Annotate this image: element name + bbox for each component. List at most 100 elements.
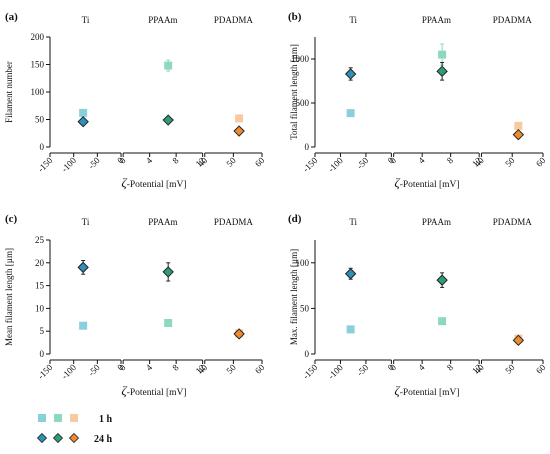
marker-square [514, 121, 523, 130]
group-title: Ti [82, 217, 90, 227]
x-axis-label-text: -Potential [mV] [127, 388, 187, 398]
marker-diamond [512, 128, 525, 141]
group-ti: Ti -150 -100 -50 0 [36, 217, 126, 381]
x-axis-label: ζ-Potential [mV] [121, 175, 186, 190]
x-tick-label: 4 [144, 155, 155, 166]
marker-square [79, 321, 88, 330]
y-tick-label: 150 [31, 60, 45, 70]
point-pdadma-24h [233, 125, 245, 137]
point-pdadma-24h [512, 128, 525, 141]
point-ppaam-1h [438, 317, 447, 326]
y-tick-label: 0 [305, 349, 310, 359]
x-tick-label: 60 [253, 155, 267, 169]
x-axis-label: ζ-Potential [mV] [121, 383, 186, 398]
zeta-symbol: ζ [121, 383, 127, 398]
y-tick-label: 20 [35, 258, 45, 268]
group-title: Ti [349, 15, 357, 25]
x-tick-label: 0 [117, 362, 128, 373]
group-title: PPAAm [148, 15, 177, 25]
panel-label: (c) [5, 213, 18, 225]
x-tick-label: 60 [534, 155, 548, 169]
y-tick-label: 0 [40, 349, 45, 359]
x-tick-label: 0 [115, 155, 126, 166]
x-axis-label-text: -Potential [mV] [127, 180, 187, 190]
x-axis-label-text: -Potential [mV] [400, 388, 460, 398]
point-ti-24h [344, 67, 357, 81]
x-tick-label: 0 [386, 362, 397, 373]
group-title: PDADMA [214, 217, 254, 227]
marker-diamond [512, 334, 525, 347]
y-axis-label: Max. filament length [µm] [289, 249, 299, 345]
x-axis-label: ζ-Potential [mV] [394, 383, 459, 398]
point-ppaam-24h [436, 62, 448, 81]
y-tick-label: 15 [35, 281, 45, 291]
zeta-symbol: ζ [394, 383, 400, 398]
panel-label: (a) [5, 11, 18, 23]
x-tick-label: 50 [503, 155, 517, 169]
x-tick-label: -100 [59, 155, 78, 174]
x-tick-label: 0 [388, 155, 399, 166]
y-tick-label: 1000 [291, 54, 310, 64]
legend-marker-diamond [36, 432, 48, 444]
legend-marker-square [70, 414, 78, 422]
point-ti-1h [346, 109, 355, 118]
x-tick-label: 50 [503, 362, 517, 376]
y-axis-label: Filament number [4, 61, 14, 123]
x-axis-label: ζ-Potential [mV] [394, 175, 459, 190]
point-pdadma-1h [235, 114, 244, 123]
point-ppaam-24h [162, 114, 174, 126]
x-tick-label: 8 [445, 362, 456, 373]
marker-square [164, 61, 173, 70]
y-tick-label: 0 [305, 142, 310, 152]
x-tick-label: 4 [144, 362, 155, 373]
x-tick-label: 60 [534, 362, 548, 376]
y-tick-label: 50 [35, 115, 45, 125]
chart-panel-c: (c) 0 5 10 15 20 25 Mean filament length [µm] Ti… [4, 213, 267, 398]
y-tick-label: 200 [31, 32, 45, 42]
marker-diamond [436, 65, 448, 78]
x-tick-label: -150 [301, 362, 320, 381]
marker-diamond [344, 268, 357, 280]
x-tick-label: 4 [416, 362, 427, 373]
x-tick-label: -50 [86, 362, 102, 378]
marker-square [346, 109, 355, 118]
x-tick-label: -50 [355, 362, 371, 378]
x-tick-label: -150 [36, 362, 55, 381]
point-pdadma-24h [512, 334, 525, 347]
marker-square [79, 108, 88, 117]
point-pdadma-24h [233, 328, 245, 340]
x-tick-label: -150 [36, 155, 55, 174]
x-tick-label: -150 [301, 155, 320, 174]
legend-marker-square [38, 414, 46, 422]
y-tick-label: 0 [40, 142, 45, 152]
x-tick-label: -100 [326, 155, 345, 174]
panel-label: (b) [288, 11, 302, 23]
group-title: Ti [82, 15, 90, 25]
legend-marker-square [54, 414, 62, 422]
group-title: PDADMA [493, 15, 533, 25]
x-tick-label: 60 [253, 362, 267, 376]
x-axis-label-text: -Potential [mV] [400, 180, 460, 190]
y-tick-label: 500 [296, 98, 310, 108]
legend: 1 h 24 h [36, 414, 112, 445]
marker-square [164, 318, 173, 327]
x-tick-label: 0 [388, 362, 399, 373]
group-title: Ti [349, 217, 357, 227]
chart-panel-a: (a) 0 50 100 150 200 Filament number Ti -150 -100… [4, 11, 267, 190]
point-ti-24h [77, 260, 89, 275]
x-tick-label: 0 [115, 362, 126, 373]
x-tick-label: -100 [326, 362, 345, 381]
legend-marker-diamond [68, 432, 80, 444]
marker-diamond [233, 125, 245, 137]
point-pdadma-1h [514, 121, 523, 130]
group-title: PPAAm [148, 217, 177, 227]
group-title: PDADMA [214, 15, 254, 25]
group-ti: Ti -150 -100 -50 0 [36, 15, 126, 174]
marker-diamond [233, 328, 245, 340]
